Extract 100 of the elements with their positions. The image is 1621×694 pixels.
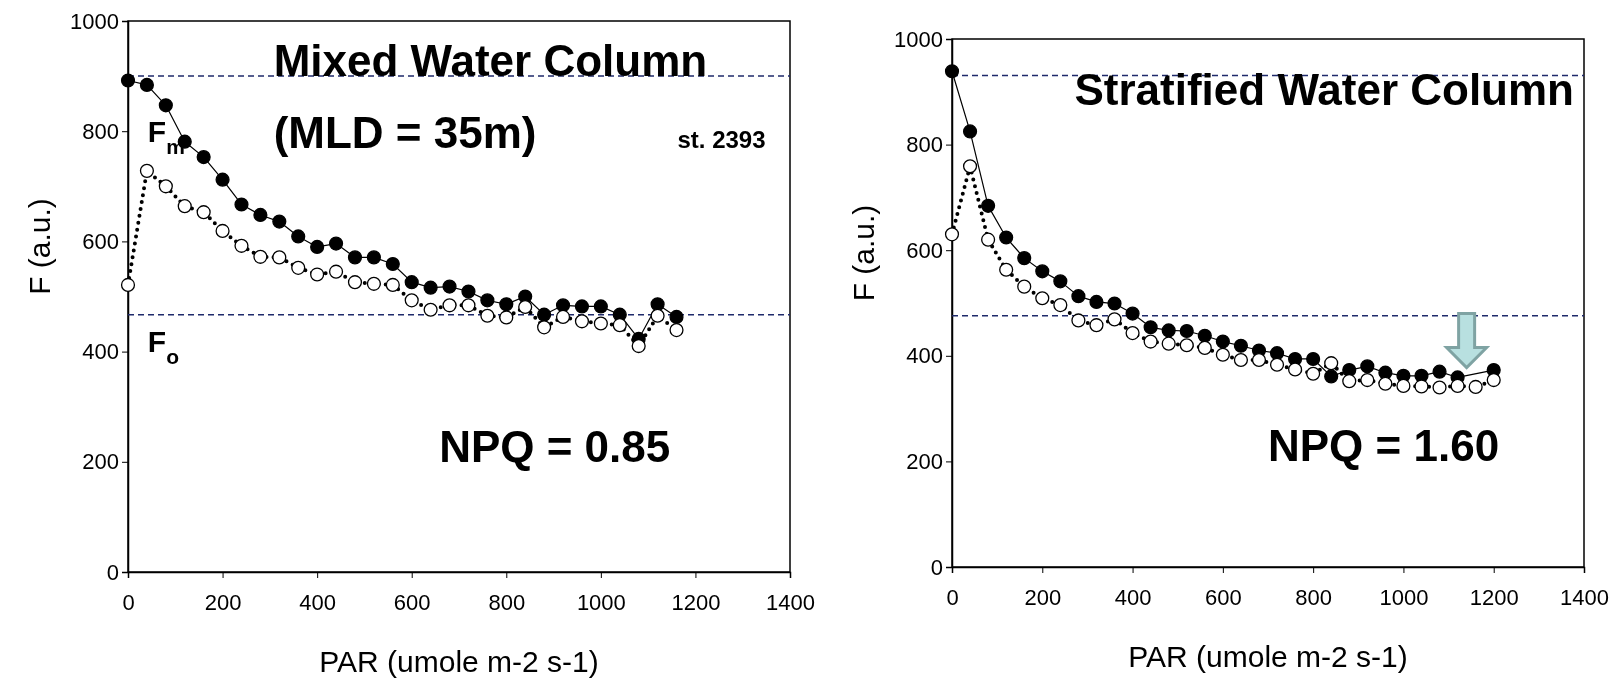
point: [1450, 378, 1465, 393]
point: [1306, 366, 1321, 381]
point: [612, 318, 627, 333]
point: [1107, 312, 1122, 327]
y-tick-label: 0: [930, 554, 943, 580]
point: [253, 207, 268, 223]
point: [1233, 352, 1248, 368]
x-tick-label: 600: [1205, 584, 1242, 610]
point: [1071, 289, 1086, 304]
point: [423, 280, 438, 295]
point: [1306, 351, 1321, 367]
text: Stratified Water Column: [1074, 65, 1574, 114]
x-tick-label: 600: [393, 589, 431, 615]
annotation: F$_{o}$: [147, 324, 180, 368]
point: [253, 249, 268, 264]
point: [461, 298, 476, 313]
point: [1143, 320, 1158, 335]
point: [1161, 323, 1176, 338]
x-tick-label: 800: [488, 589, 526, 615]
point: [650, 297, 665, 312]
point: [1125, 306, 1140, 321]
point: [555, 309, 571, 324]
point: [999, 262, 1014, 277]
point: [234, 197, 249, 212]
point: [944, 227, 960, 242]
y-tick-label: 0: [106, 559, 119, 585]
point: [347, 275, 363, 290]
point: [1342, 374, 1357, 389]
point: [1197, 328, 1212, 343]
point: [1161, 336, 1176, 351]
point: [328, 264, 344, 279]
point: [1396, 378, 1411, 393]
point: [1197, 340, 1212, 355]
point: [328, 236, 344, 251]
point: [404, 275, 419, 290]
point: [1143, 334, 1158, 349]
point: [423, 302, 438, 317]
annotation: st. 2393: [677, 125, 766, 153]
point: [499, 310, 514, 325]
point: [574, 314, 590, 329]
point: [593, 316, 608, 331]
point: [650, 308, 665, 323]
x-tick-label: 1400: [766, 589, 815, 615]
point: [962, 124, 978, 139]
point: [1053, 274, 1068, 289]
point: [669, 309, 684, 324]
point: [1324, 369, 1339, 384]
y-tick-label: 600: [82, 228, 119, 254]
y-tick-label: 800: [906, 132, 943, 158]
point: [1179, 323, 1194, 339]
x-tick-label: 1400: [1560, 584, 1609, 610]
point: [177, 199, 192, 214]
point: [385, 256, 400, 272]
point: [1179, 338, 1194, 353]
point: [1360, 373, 1375, 388]
point: [1269, 346, 1285, 361]
y-axis-title: F (a.u.): [23, 198, 56, 295]
point: [1360, 359, 1375, 374]
point: [291, 260, 306, 275]
chart-title: Mixed Water Column: [273, 36, 708, 86]
x-tick-label: 1200: [671, 589, 721, 615]
point: [310, 267, 325, 282]
point: [1125, 326, 1140, 341]
point: [1468, 379, 1483, 395]
point: [1486, 373, 1501, 388]
x-tick-label: 200: [1024, 584, 1062, 610]
point: [669, 323, 684, 338]
point: [215, 223, 230, 238]
point: [347, 250, 363, 265]
point: [385, 277, 400, 292]
point: [1017, 279, 1032, 294]
point: [196, 150, 211, 165]
point: [1288, 362, 1303, 377]
point: [1035, 291, 1050, 306]
point: [442, 279, 457, 294]
y-tick-label: 1000: [70, 8, 119, 34]
point: [234, 238, 249, 253]
point: [404, 293, 419, 308]
annotation: NPQ = 0.85: [439, 421, 671, 471]
point: [1017, 251, 1032, 266]
point: [1215, 347, 1230, 362]
point: [139, 77, 154, 92]
point: [1089, 294, 1104, 310]
point: [1378, 376, 1393, 391]
point: [1414, 379, 1429, 394]
point: [1215, 334, 1230, 349]
y-tick-label: 800: [82, 118, 119, 144]
point: [366, 250, 381, 265]
point: [1432, 364, 1447, 379]
point: [291, 229, 306, 244]
y-tick-label: 200: [82, 449, 119, 475]
point: [537, 320, 552, 335]
point: [120, 73, 136, 88]
y-tick-label: 600: [906, 237, 943, 263]
x-tick-label: 0: [122, 589, 135, 615]
x-tick-label: 800: [1295, 584, 1332, 610]
point: [1432, 380, 1447, 395]
point: [999, 230, 1014, 245]
point: [555, 298, 571, 313]
x-axis-title: PAR (umole m-2 s-1): [1128, 640, 1408, 673]
